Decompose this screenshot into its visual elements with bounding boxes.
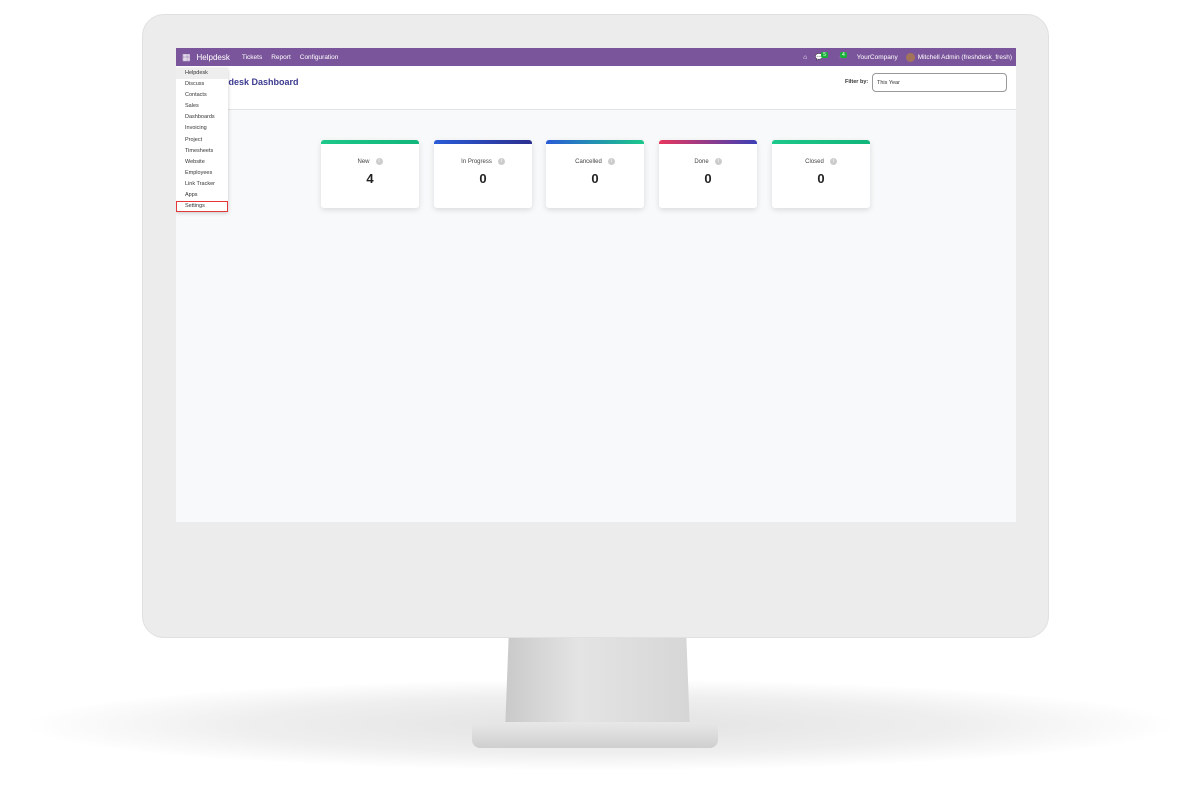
user-name: Mitchell Admin (freshdesk_fresh): [917, 53, 1012, 61]
chat-icon[interactable]: 💬5: [815, 52, 829, 61]
card-value: 4: [366, 171, 374, 187]
card-value: 0: [479, 171, 487, 187]
card-label: Cancelled: [575, 159, 602, 166]
card-closed[interactable]: Closed i 0: [772, 140, 870, 208]
info-icon[interactable]: i: [829, 158, 837, 165]
card-cancelled[interactable]: Cancelled i 0: [546, 140, 644, 208]
company-switcher[interactable]: YourCompany: [856, 53, 898, 61]
menu-item-discuss[interactable]: Discuss: [185, 81, 205, 88]
card-new[interactable]: New i 4: [321, 140, 419, 208]
activity-badge: 4: [839, 51, 847, 58]
menu-item-employees[interactable]: Employees: [185, 169, 213, 176]
menu-configuration[interactable]: Configuration: [299, 53, 339, 61]
menu-item-apps[interactable]: Apps: [185, 192, 198, 199]
info-icon[interactable]: i: [497, 158, 505, 165]
card-label: Done: [694, 159, 709, 166]
navbar: ▦ Helpdesk Tickets Report Configuration …: [176, 48, 1016, 66]
app-menu-dropdown: Helpdesk Discuss Contacts Sales Dashboar…: [176, 68, 228, 213]
card-bar: [434, 140, 532, 144]
menu-report[interactable]: Report: [271, 53, 291, 61]
filter-select[interactable]: This Year: [872, 73, 1007, 92]
filter-label: Filter by:: [845, 79, 869, 85]
info-icon[interactable]: i: [375, 158, 383, 165]
menu-item-link-tracker[interactable]: Link Tracker: [185, 180, 215, 187]
card-label: Closed: [805, 159, 824, 166]
menu-tickets[interactable]: Tickets: [241, 53, 263, 61]
menu-item-project[interactable]: Project: [185, 136, 203, 143]
page-header: pdesk Dashboard Filter by: This Year: [176, 66, 1016, 110]
page-title: pdesk Dashboard: [223, 77, 299, 87]
monitor-base: [472, 722, 718, 748]
chat-badge: 5: [821, 52, 829, 58]
menu-item-settings[interactable]: Settings: [176, 201, 228, 213]
card-in-progress[interactable]: In Progress i 0: [434, 140, 532, 208]
card-label: In Progress: [461, 159, 492, 166]
card-value: 0: [704, 171, 712, 187]
user-menu[interactable]: Mitchell Admin (freshdesk_fresh): [905, 52, 1012, 62]
monitor-stand: [505, 636, 690, 732]
avatar: [905, 52, 915, 62]
card-label: New: [357, 159, 370, 166]
menu-item-dashboards[interactable]: Dashboards: [185, 114, 215, 121]
menu-item-website[interactable]: Website: [185, 158, 205, 165]
info-icon[interactable]: i: [607, 158, 615, 165]
card-bar: [772, 140, 870, 144]
card-value: 0: [591, 171, 599, 187]
menu-item-timesheets[interactable]: Timesheets: [185, 147, 214, 154]
menu-item-contacts[interactable]: Contacts: [185, 92, 207, 99]
card-bar: [546, 140, 644, 144]
home-icon[interactable]: ⌂: [803, 53, 808, 61]
apps-grid-icon[interactable]: ▦: [182, 51, 191, 62]
card-value: 0: [817, 171, 825, 187]
screen: ▦ Helpdesk Tickets Report Configuration …: [176, 48, 1016, 522]
activity-icon[interactable]: ◔4: [838, 51, 849, 61]
card-bar: [321, 140, 419, 144]
app-name[interactable]: Helpdesk: [196, 52, 230, 62]
menu-item-sales[interactable]: Sales: [185, 103, 199, 110]
menu-item-invoicing[interactable]: Invoicing: [185, 125, 207, 132]
info-icon[interactable]: i: [714, 158, 722, 165]
menu-item-helpdesk[interactable]: Helpdesk: [176, 68, 228, 80]
card-done[interactable]: Done i 0: [659, 140, 757, 208]
card-bar: [659, 140, 757, 144]
